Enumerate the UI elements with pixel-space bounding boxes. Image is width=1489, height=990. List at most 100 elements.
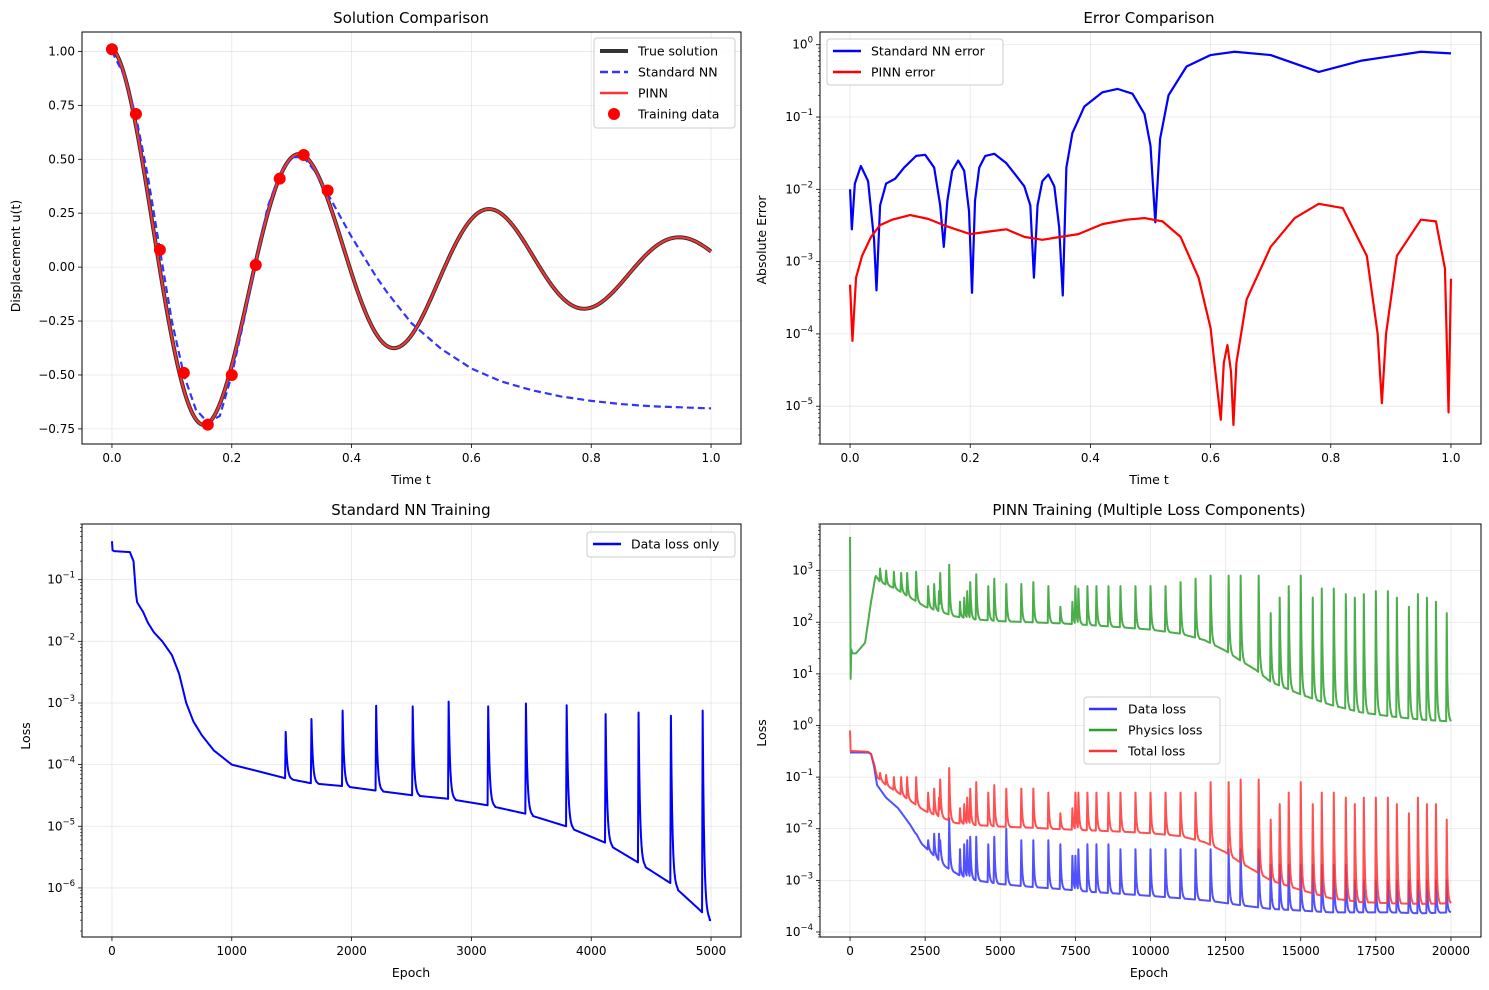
y-tick-base: 10 — [792, 718, 807, 732]
training-data-point — [297, 148, 310, 161]
y-axis-label: Loss — [18, 722, 33, 749]
legend-label-pinn-error: PINN error — [871, 65, 936, 80]
y-tick-label: 101 — [792, 665, 813, 681]
y-tick-base: 10 — [785, 399, 800, 413]
x-tick-label: 0.8 — [582, 451, 601, 465]
chart-title: Standard NN Training — [331, 501, 490, 519]
y-tick-exponent: −4 — [800, 325, 813, 335]
y-tick-label: −0.50 — [38, 368, 75, 382]
y-tick-label: 10−6 — [47, 879, 75, 895]
y-tick-base: 10 — [792, 564, 807, 578]
x-tick-label: 5000 — [696, 944, 727, 958]
y-tick-exponent: −5 — [62, 817, 75, 827]
series-standard-nn-error — [848, 50, 1452, 297]
panel-error-comparison: Error Comparison Time t Absolute Error 0… — [754, 9, 1482, 487]
x-axis-label: Time t — [390, 472, 431, 487]
x-tick-label: 7500 — [1060, 944, 1091, 958]
training-data-point — [153, 243, 166, 256]
y-tick-base: 10 — [785, 873, 800, 887]
legend-box — [593, 37, 736, 129]
x-tick-label: 17500 — [1357, 944, 1395, 958]
y-tick-base: 10 — [785, 182, 800, 196]
y-tick-label: 100 — [792, 36, 813, 52]
y-tick-exponent: −5 — [800, 397, 813, 407]
y-tick-base: 10 — [785, 110, 800, 124]
y-tick-label: 10−2 — [785, 180, 813, 196]
y-tick-exponent: −1 — [62, 571, 75, 581]
training-data-point — [249, 258, 262, 271]
y-tick-base: 10 — [792, 667, 807, 681]
y-tick-base: 10 — [47, 881, 62, 895]
y-tick-label: 0.25 — [48, 206, 75, 220]
x-tick-label: 10000 — [1131, 944, 1169, 958]
panel-solution-comparison: Solution Comparison Time t Displacement … — [8, 9, 742, 487]
y-tick-exponent: −1 — [800, 108, 813, 118]
y-tick-base: 10 — [785, 327, 800, 341]
series-physics-loss — [849, 536, 1452, 723]
chart-title: PINN Training (Multiple Loss Components) — [992, 501, 1305, 519]
y-tick-exponent: 1 — [808, 665, 813, 675]
y-tick-label: 0.50 — [48, 152, 75, 166]
legend-box — [586, 531, 736, 558]
y-tick-label: 10−3 — [785, 253, 813, 269]
legend-box — [1083, 696, 1221, 765]
x-tick-label: 0.0 — [102, 451, 121, 465]
y-tick-base: 10 — [785, 822, 800, 836]
panel-pinn-training: PINN Training (Multiple Loss Components)… — [754, 501, 1482, 980]
y-tick-exponent: 0 — [808, 36, 813, 46]
y-tick-exponent: 0 — [808, 716, 813, 726]
y-axis-label: Absolute Error — [754, 195, 769, 285]
y-tick-label: 10−1 — [785, 108, 813, 124]
training-data-point — [129, 107, 142, 120]
y-tick-label: 0.75 — [48, 98, 75, 112]
series-data-loss — [849, 751, 1452, 915]
y-tick-label: 10−4 — [785, 923, 813, 939]
y-tick-label: 10−1 — [785, 768, 813, 784]
y-tick-base: 10 — [47, 573, 62, 587]
y-tick-label: 10−2 — [47, 632, 75, 648]
legend-label-standard-nn-error: Standard NN error — [871, 44, 986, 59]
x-axis-label: Time t — [1128, 472, 1169, 487]
y-tick-label: 10−1 — [47, 571, 75, 587]
x-tick-label: 0.4 — [1081, 451, 1100, 465]
y-axis-label: Loss — [754, 719, 769, 746]
y-tick-label: 10−3 — [47, 694, 75, 710]
chart-title: Solution Comparison — [333, 9, 489, 27]
legend: Data loss Physics loss Total loss — [1083, 696, 1221, 765]
x-tick-label: 0.2 — [961, 451, 980, 465]
series-pinn-error — [848, 202, 1453, 427]
legend-label-data-loss: Data loss — [1128, 702, 1186, 717]
y-tick-base: 10 — [47, 696, 62, 710]
y-tick-base: 10 — [47, 819, 62, 833]
x-tick-label: 12500 — [1207, 944, 1245, 958]
series-total-loss — [849, 730, 1452, 905]
x-axis-label: Epoch — [392, 965, 430, 980]
x-axis-label: Epoch — [1130, 965, 1168, 980]
y-tick-base: 10 — [785, 770, 800, 784]
y-tick-label: 1.00 — [48, 44, 75, 58]
y-tick-exponent: −3 — [62, 694, 75, 704]
x-tick-label: 20000 — [1432, 944, 1470, 958]
y-tick-exponent: −1 — [800, 768, 813, 778]
legend: Standard NN error PINN error — [826, 38, 1004, 86]
legend-label-true-solution: True solution — [637, 44, 718, 59]
x-tick-label: 0.6 — [462, 451, 481, 465]
legend-label-total-loss: Total loss — [1127, 744, 1185, 759]
y-tick-label: 10−5 — [785, 397, 813, 413]
y-tick-label: 10−4 — [785, 325, 813, 341]
y-tick-base: 10 — [792, 615, 807, 629]
x-tick-label: 0 — [108, 944, 116, 958]
legend-label-data-loss-only: Data loss only — [631, 537, 720, 552]
y-tick-base: 10 — [47, 634, 62, 648]
legend-label-training-data: Training data — [637, 107, 719, 122]
y-tick-base: 10 — [792, 38, 807, 52]
legend-label-pinn: PINN — [638, 86, 668, 101]
y-tick-base: 10 — [785, 925, 800, 939]
x-tick-label: 3000 — [456, 944, 487, 958]
training-data-point — [105, 43, 118, 56]
x-tick-label: 1.0 — [1441, 451, 1460, 465]
x-tick-label: 2000 — [336, 944, 367, 958]
x-tick-label: 2500 — [910, 944, 941, 958]
training-data-point — [225, 368, 238, 381]
